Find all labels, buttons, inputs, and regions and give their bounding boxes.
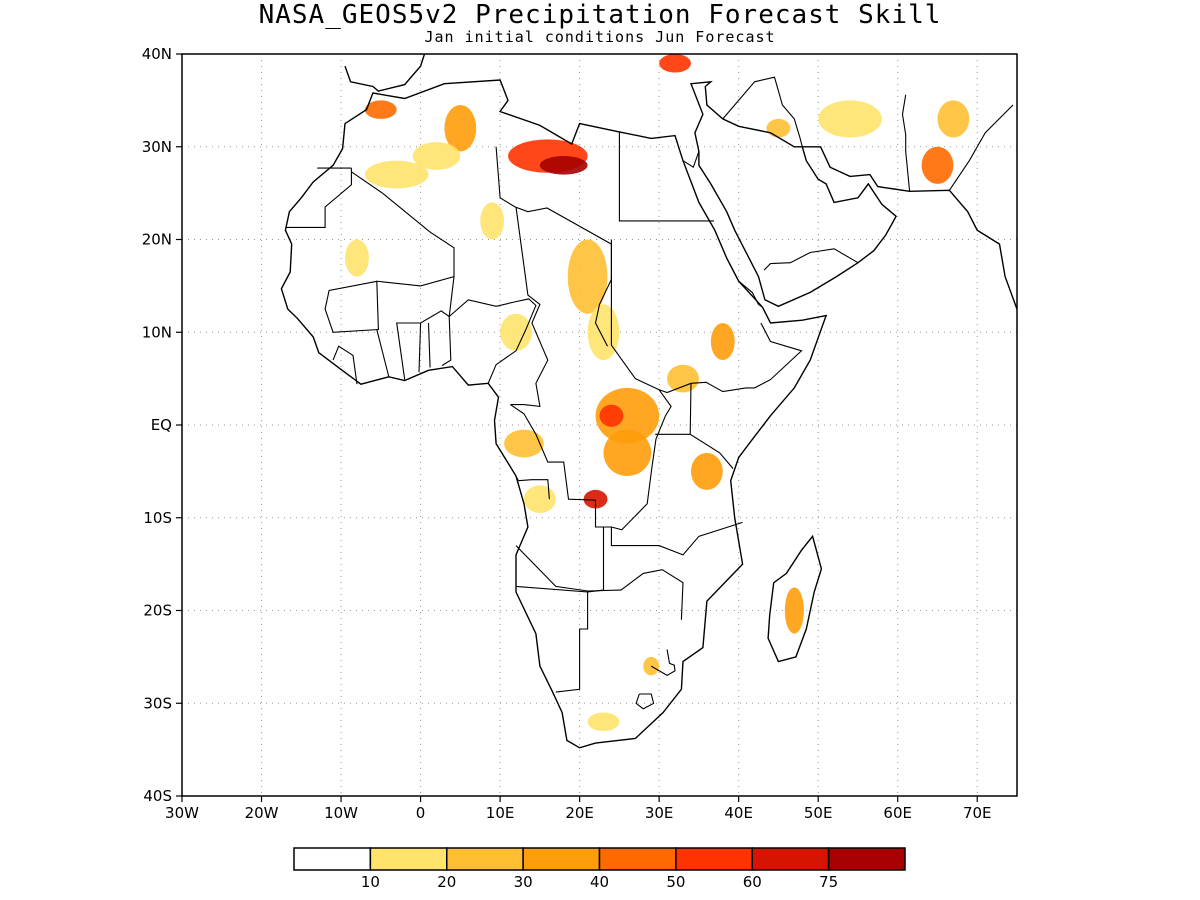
legend-label: 20 <box>437 873 456 891</box>
skill-shading <box>345 54 970 732</box>
lon-tick-label: 10W <box>324 804 358 822</box>
longitude-labels: 30W 20W 10W 0 10E 20E 30E 40E 50E 60E 70E <box>165 796 992 822</box>
skill-region <box>818 100 882 138</box>
country-border <box>726 257 763 308</box>
country-border <box>901 94 911 192</box>
skill-region <box>659 54 691 73</box>
skill-region <box>500 313 532 351</box>
country-border <box>655 433 734 469</box>
arabia-coastline <box>690 80 897 308</box>
latitude-labels: 40N 30N 20N 10N EQ 10S 20S 30S 40S <box>142 45 182 805</box>
lat-tick-label: 40S <box>143 787 172 805</box>
country-border <box>610 521 743 556</box>
skill-region <box>504 429 544 458</box>
skill-region <box>539 156 588 175</box>
skill-region <box>710 322 735 361</box>
lon-tick-label: 50E <box>804 804 833 822</box>
legend-color-box <box>522 847 601 871</box>
skill-region <box>766 118 791 138</box>
skill-region <box>567 239 608 314</box>
skill-region <box>523 485 556 514</box>
europe-coastline <box>344 54 426 92</box>
skill-region <box>690 452 723 490</box>
country-border <box>495 146 612 347</box>
asia-coastline <box>802 146 1017 310</box>
legend-label: 30 <box>514 873 533 891</box>
lat-tick-label: EQ <box>151 416 172 434</box>
country-border <box>285 168 352 228</box>
lat-tick-label: 30S <box>143 694 172 712</box>
country-border <box>948 104 1014 191</box>
lon-tick-label: 30W <box>165 804 199 822</box>
skill-region <box>480 202 505 240</box>
africa-coastline <box>280 79 828 749</box>
madagascar-coastline <box>767 534 823 663</box>
country-border <box>427 322 431 368</box>
lon-tick-label: 70E <box>963 804 992 822</box>
legend-label: 10 <box>361 873 380 891</box>
skill-region <box>345 239 369 277</box>
lon-tick-label: 40E <box>724 804 753 822</box>
legend-label: 40 <box>590 873 609 891</box>
skill-region <box>603 429 652 477</box>
lon-tick-label: 0 <box>416 804 426 822</box>
legend-color-box <box>675 847 753 871</box>
lat-tick-label: 10S <box>143 509 172 527</box>
country-border <box>635 693 655 710</box>
skill-region <box>921 146 954 184</box>
country-border <box>376 329 390 377</box>
map-title: NASA_GEOS5v2 Precipitation Forecast Skil… <box>258 0 942 30</box>
legend-label: 75 <box>819 873 838 891</box>
country-border <box>618 131 714 222</box>
legend-color-box <box>293 847 372 871</box>
country-border <box>722 76 803 147</box>
country-border <box>650 649 676 677</box>
country-border <box>682 151 700 169</box>
lon-tick-label: 10E <box>486 804 515 822</box>
country-border <box>324 275 455 333</box>
lon-tick-label: 20W <box>245 804 279 822</box>
skill-region <box>444 105 477 152</box>
legend-label: 60 <box>743 873 762 891</box>
legend-color-box <box>598 847 677 871</box>
country-border <box>351 171 455 277</box>
lat-tick-label: 40N <box>142 45 172 63</box>
skill-region <box>937 100 970 138</box>
lon-tick-label: 60E <box>883 804 912 822</box>
skill-region <box>587 712 620 732</box>
map-subtitle: Jan initial conditions Jun Forecast <box>424 28 776 46</box>
skill-region <box>364 100 397 119</box>
country-border <box>510 206 549 408</box>
country-border <box>448 298 537 384</box>
legend-color-box <box>751 847 830 871</box>
coastline-borders <box>280 54 1017 749</box>
lat-tick-label: 20S <box>143 602 172 620</box>
lat-tick-label: 30N <box>142 138 172 156</box>
skill-region <box>364 160 429 189</box>
skill-region <box>599 404 624 427</box>
lon-tick-label: 30E <box>645 804 674 822</box>
skill-region <box>583 489 608 509</box>
country-border <box>610 239 803 394</box>
skill-region <box>595 387 660 444</box>
country-border <box>689 383 692 435</box>
lat-tick-label: 20N <box>142 231 172 249</box>
legend-color-box <box>446 847 524 871</box>
skill-region <box>784 587 804 634</box>
skill-region <box>412 142 461 170</box>
country-border <box>587 527 605 593</box>
lon-tick-label: 20E <box>565 804 594 822</box>
country-border <box>763 248 859 271</box>
legend-color-box <box>827 847 906 871</box>
country-border <box>332 345 358 385</box>
country-border <box>418 322 422 373</box>
country-border <box>515 475 550 500</box>
country-border <box>396 310 452 380</box>
legend-color-box <box>369 847 448 871</box>
lat-tick-label: 10N <box>142 323 172 341</box>
country-border <box>515 545 684 620</box>
legend-label: 50 <box>666 873 685 891</box>
